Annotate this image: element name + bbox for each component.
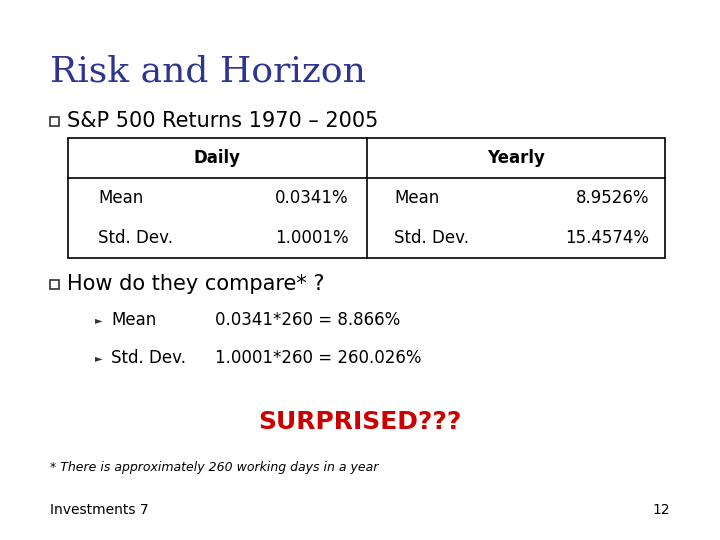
Text: 15.4574%: 15.4574% [565,229,649,247]
Text: S&P 500 Returns 1970 – 2005: S&P 500 Returns 1970 – 2005 [67,111,379,131]
Text: ►: ► [95,315,102,325]
Text: Std. Dev.: Std. Dev. [111,349,186,367]
Text: Std. Dev.: Std. Dev. [395,229,469,247]
Text: 1.0001*260 = 260.026%: 1.0001*260 = 260.026% [215,349,421,367]
Text: * There is approximately 260 working days in a year: * There is approximately 260 working day… [50,462,379,475]
Text: Risk and Horizon: Risk and Horizon [50,55,366,89]
Text: Mean: Mean [98,189,143,207]
Text: 1.0001%: 1.0001% [275,229,348,247]
Text: ►: ► [95,353,102,363]
Text: Investments 7: Investments 7 [50,503,148,517]
Text: Std. Dev.: Std. Dev. [98,229,173,247]
Text: 12: 12 [652,503,670,517]
Text: Yearly: Yearly [487,149,545,167]
Text: How do they compare* ?: How do they compare* ? [67,274,325,294]
Bar [50,280,59,288]
Text: 0.0341%: 0.0341% [275,189,348,207]
Text: Mean: Mean [111,311,156,329]
Text: 0.0341*260 = 8.866%: 0.0341*260 = 8.866% [215,311,400,329]
Text: 8.9526%: 8.9526% [575,189,649,207]
Bar [68,138,665,258]
Text: Mean: Mean [395,189,440,207]
Text: Daily: Daily [194,149,240,167]
Text: SURPRISED???: SURPRISED??? [258,410,462,434]
Bar [50,117,59,125]
